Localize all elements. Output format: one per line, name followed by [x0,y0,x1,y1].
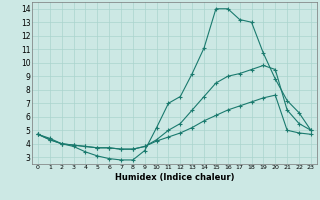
X-axis label: Humidex (Indice chaleur): Humidex (Indice chaleur) [115,173,234,182]
